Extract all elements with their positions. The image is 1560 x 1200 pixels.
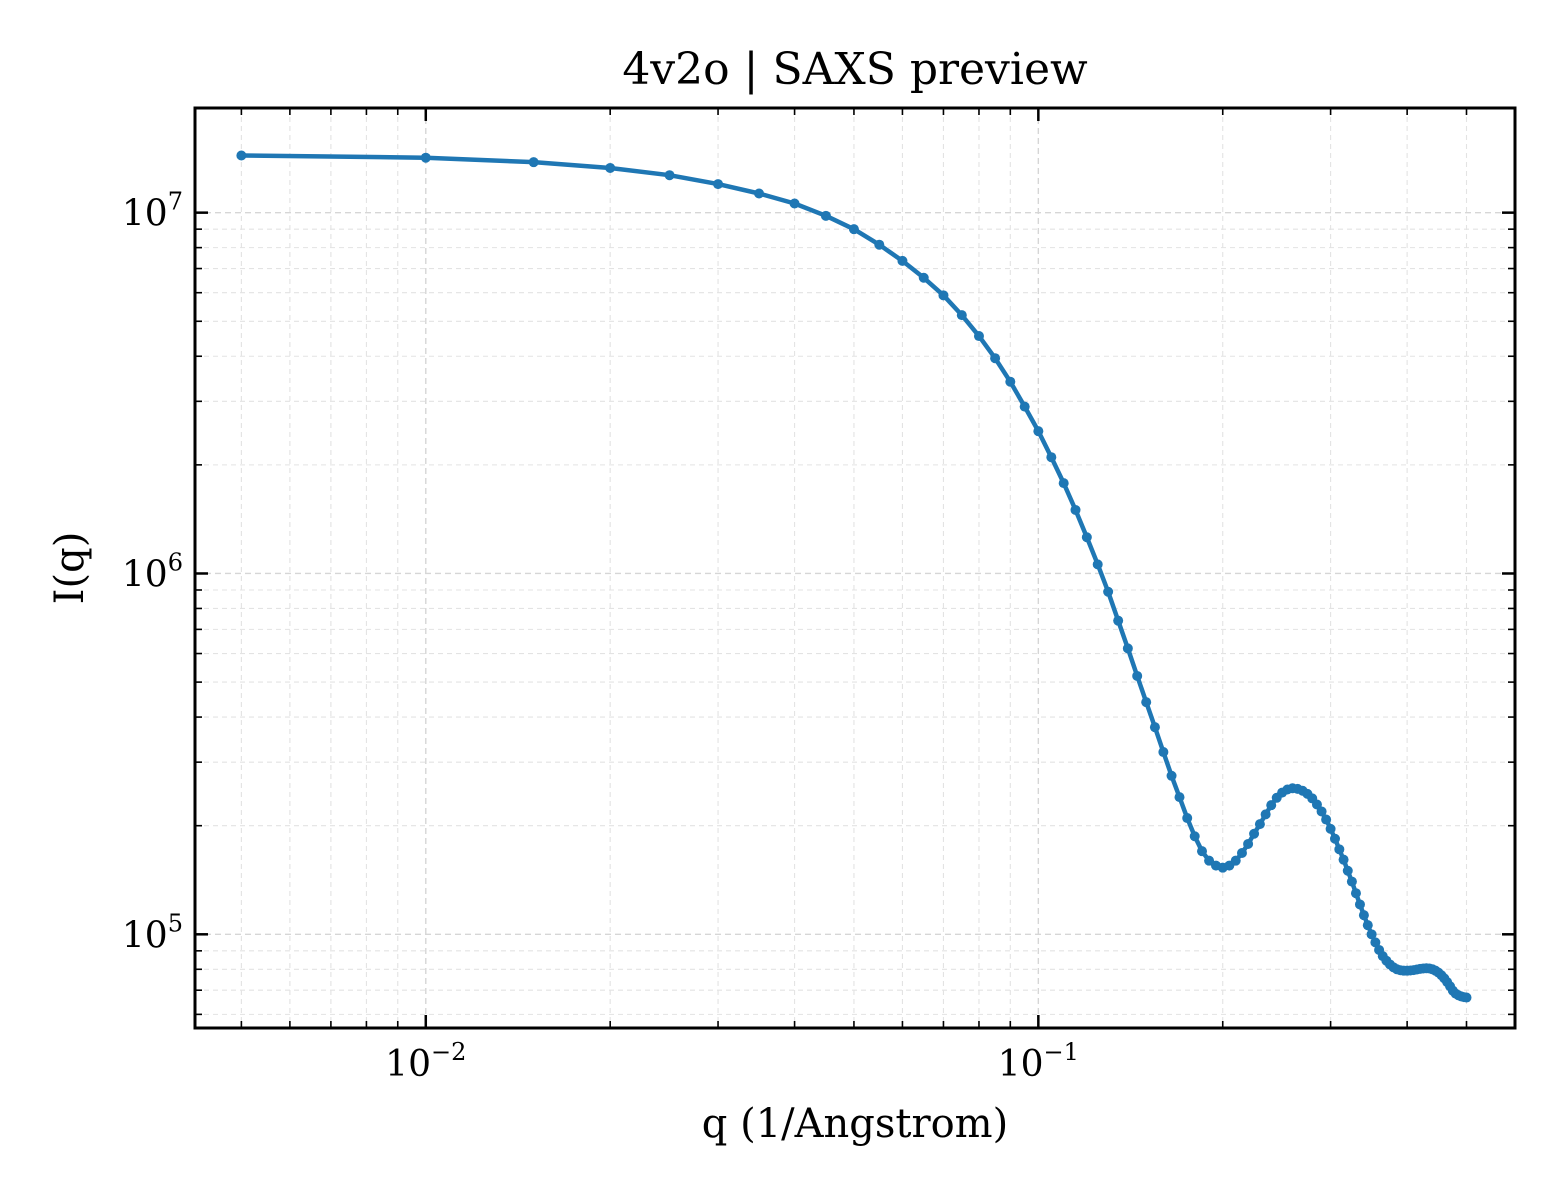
data-point <box>1316 806 1327 817</box>
data-point <box>1103 586 1114 597</box>
data-point <box>713 179 724 190</box>
data-point <box>1321 814 1332 825</box>
data-point <box>664 170 675 181</box>
data-point <box>1362 920 1373 931</box>
data-point <box>1141 697 1152 708</box>
data-series <box>236 150 1472 1003</box>
axis-ticks: 10−2 10−1 105 106 107 <box>122 108 1515 1085</box>
data-point <box>918 272 929 283</box>
data-point <box>789 198 800 209</box>
data-point <box>1230 855 1241 866</box>
data-point <box>1249 828 1260 839</box>
data-point <box>938 290 949 301</box>
data-point <box>1122 643 1133 654</box>
chart-title: 4v2o | SAXS preview <box>622 44 1088 95</box>
data-point <box>848 224 859 235</box>
x-tick-label: 10−2 <box>385 1038 466 1085</box>
data-point <box>897 255 908 266</box>
data-point <box>820 210 831 221</box>
data-point <box>1005 376 1016 387</box>
data-point <box>990 353 1001 364</box>
data-point <box>1113 615 1124 626</box>
data-point <box>1092 559 1103 570</box>
data-point <box>420 152 431 163</box>
data-point <box>956 310 967 321</box>
y-tick-label: 106 <box>122 548 183 595</box>
data-point <box>1370 937 1381 948</box>
data-point <box>1058 478 1069 489</box>
data-point <box>605 162 616 173</box>
data-point <box>528 157 539 168</box>
x-axis-label: q (1/Angstrom) <box>702 1101 1008 1147</box>
data-point <box>1070 504 1081 515</box>
data-point <box>874 239 885 250</box>
data-point <box>1338 854 1349 865</box>
data-point <box>1019 401 1030 412</box>
data-point <box>236 150 247 161</box>
data-point <box>1236 848 1247 859</box>
data-point <box>1329 833 1340 844</box>
data-point <box>1196 846 1207 857</box>
data-point <box>1461 992 1472 1003</box>
y-tick-label: 107 <box>122 188 183 235</box>
data-point <box>1182 813 1193 824</box>
data-point <box>1254 819 1265 830</box>
data-point <box>1204 855 1215 866</box>
data-point <box>973 331 984 342</box>
data-point <box>1358 910 1369 921</box>
y-axis-label: I(q) <box>47 532 93 605</box>
data-point <box>1334 844 1345 855</box>
grid <box>195 108 1515 1028</box>
x-tick-label: 10−1 <box>998 1038 1079 1085</box>
data-point <box>1366 929 1377 940</box>
data-point <box>1033 426 1044 437</box>
data-point <box>1189 831 1200 842</box>
data-point <box>1081 532 1092 543</box>
data-point <box>1342 865 1353 876</box>
data-point <box>1350 888 1361 899</box>
data-point <box>1260 809 1271 820</box>
data-point <box>1132 670 1143 681</box>
data-point <box>1354 899 1365 910</box>
data-point <box>1266 800 1277 811</box>
data-point <box>1346 876 1357 887</box>
data-point <box>1243 838 1254 849</box>
data-point <box>1174 792 1185 803</box>
data-point <box>1046 452 1057 463</box>
plot-frame <box>193 106 1517 1030</box>
data-point <box>754 188 765 199</box>
data-point <box>1166 770 1177 781</box>
y-tick-label: 105 <box>122 909 183 956</box>
data-point <box>1325 823 1336 834</box>
data-point <box>1149 722 1160 733</box>
data-point <box>1158 747 1169 758</box>
